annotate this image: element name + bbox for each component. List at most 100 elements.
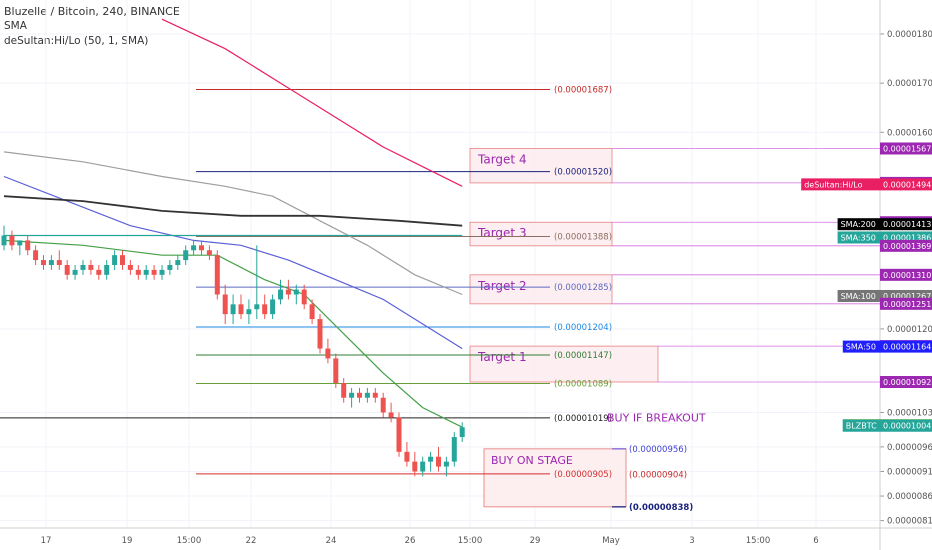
candle-down [380, 397, 386, 413]
candle-down [412, 461, 418, 472]
candle-down [56, 260, 62, 265]
axis-tag-value: 0.00001092 [883, 378, 931, 387]
level-label: (0.00001285) [554, 283, 612, 293]
candle-down [135, 269, 141, 275]
axis-tag-value: 0.00001251 [883, 300, 931, 309]
candle-up [175, 260, 181, 265]
candle-down [151, 269, 157, 275]
candle-down [388, 412, 394, 418]
candle-down [222, 294, 228, 315]
axis-tag-bg [880, 218, 932, 231]
x-tick-label: 26 [405, 536, 416, 546]
ma-line-sma-200 [3, 195, 463, 227]
candle-down [88, 265, 94, 270]
candle-up [364, 392, 370, 398]
candle-down [285, 289, 291, 295]
candle-up [278, 289, 283, 300]
candle-up [246, 309, 252, 315]
target-label: Target 3 [477, 226, 527, 240]
candle-down [404, 451, 410, 462]
axis-tag-name: SMA:200 [841, 220, 876, 229]
candle-up [293, 289, 299, 295]
candle-down [199, 245, 204, 251]
candle-up [191, 245, 197, 251]
axis-tag-name: SMA:350 [841, 233, 876, 242]
level-label: (0.00001687) [554, 86, 612, 96]
level-note: BUY IF BREAKOUT [607, 411, 706, 424]
axis-tag-name-bg [842, 340, 880, 353]
axis-tag-bg [880, 297, 932, 310]
candle-up [17, 240, 23, 246]
axis-tag-bg [880, 239, 932, 252]
candle-down [33, 250, 39, 261]
level-label: (0.00001147) [554, 351, 612, 361]
axis-tag-bg [880, 340, 932, 353]
axis-tag-bg [880, 142, 932, 155]
target-label: Target 2 [477, 279, 527, 293]
candle-up [167, 265, 173, 270]
axis-tag-value: 0.00001310 [883, 271, 931, 280]
axis-tag-value: 0.00001369 [883, 242, 931, 251]
axis-tag-bg [880, 375, 932, 388]
ma-line-desultan-hi-lo [161, 18, 463, 187]
chart-legend: Bluzelle / Bitcoin, 240, BINANCE SMA deS… [4, 4, 180, 49]
axis-tag-name-bg [842, 419, 880, 432]
axis-tag-value: 0.00001004 [883, 422, 931, 431]
target-box [469, 148, 613, 184]
axis-tag-bg [880, 178, 932, 191]
ma-line-sma-100 [3, 151, 463, 296]
candle-down [41, 260, 46, 265]
buy-zone-top-label: (0.00000956) [629, 445, 687, 455]
level-label: (0.00001019) [554, 414, 612, 424]
level-label: (0.00001204) [554, 323, 612, 333]
candle-down [333, 358, 339, 383]
legend-hilo: deSultan:Hi/Lo (50, 1, SMA) [4, 35, 149, 47]
axis-tag-value: 0.00001413 [883, 220, 931, 229]
candle-down [127, 265, 133, 270]
x-tick-label: 19 [122, 536, 133, 546]
axis-tag-name: SMA:50 [846, 343, 876, 352]
candle-up [230, 304, 236, 315]
candle-up [183, 250, 189, 261]
ma-line-sma-50 [3, 175, 463, 350]
candle-up [270, 299, 276, 315]
axis-tag-value: 0.00001567 [883, 144, 931, 153]
candle-down [317, 319, 323, 349]
candle-down [64, 265, 70, 275]
candle-up [72, 269, 78, 275]
target-label: Target 1 [477, 350, 527, 364]
candle-up [443, 461, 449, 467]
chart-title: Bluzelle / Bitcoin, 240, BINANCE [4, 5, 180, 18]
axis-tag-name: deSultan:Hi/Lo [804, 180, 862, 189]
candle-down [238, 304, 244, 315]
y-tick-label: 0.00001800 [887, 30, 932, 40]
axis-tag-bg [880, 419, 932, 432]
candle-down [372, 392, 378, 398]
candle-down [206, 250, 212, 256]
x-tick-label: 15:00 [177, 536, 202, 546]
axis-tag-value: 0.00001267 [883, 292, 931, 301]
x-tick-label: 29 [530, 536, 541, 546]
x-tick-label: 22 [246, 536, 257, 546]
buy-zone-box [483, 448, 627, 508]
candle-down [436, 456, 441, 467]
candle-down [96, 269, 102, 275]
axis-tag-bg [880, 268, 932, 281]
x-tick-label: 15:00 [746, 536, 771, 546]
buy-zone-mid-label: (0.00000904) [629, 470, 687, 480]
candle-up [459, 427, 465, 438]
ma-line-sma-20 [3, 239, 463, 428]
candle-down [214, 255, 220, 295]
axis-tag-name-bg [837, 289, 880, 302]
x-tick-label: May [602, 536, 620, 546]
candle-up [420, 461, 426, 472]
x-tick-label: 24 [326, 536, 337, 546]
buy-zone-label: BUY ON STAGE [491, 454, 573, 467]
buy-zone-bottom-label: (0.00000838) [629, 503, 693, 513]
candle-up [143, 269, 149, 275]
level-label: (0.00001520) [554, 168, 612, 178]
